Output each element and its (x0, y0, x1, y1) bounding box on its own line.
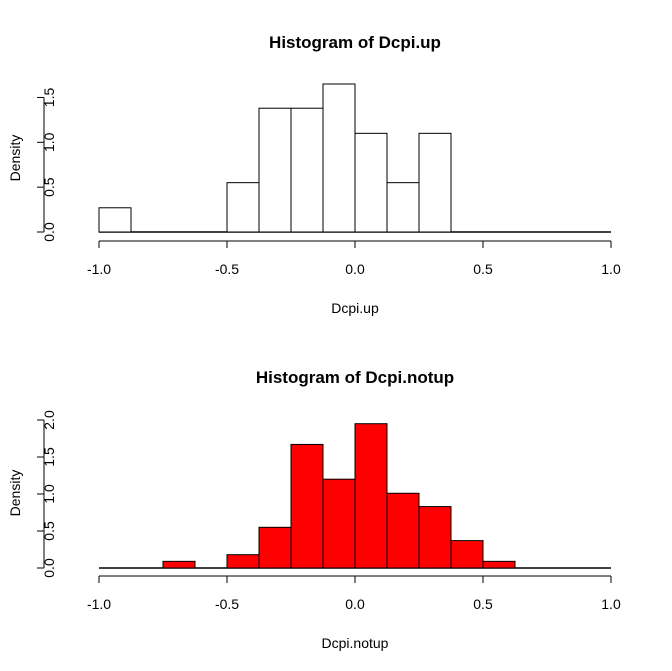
y-tick-label: 1.5 (41, 447, 57, 467)
x-tick-label: -0.5 (215, 261, 239, 277)
histogram-bar (354, 132, 388, 233)
histogram-bar (418, 132, 452, 233)
histogram-bar (290, 107, 324, 233)
histogram-bar (482, 560, 516, 569)
histogram-bar (354, 423, 388, 569)
histogram-bar (162, 560, 196, 569)
chart-title: Histogram of Dcpi.notup (256, 368, 454, 387)
histogram-bar (386, 492, 420, 569)
y-tick-label: 0.5 (41, 521, 57, 541)
histogram-bar (258, 107, 292, 233)
y-axis-label: Density (7, 470, 23, 517)
x-axis-label: Dcpi.up (331, 300, 379, 316)
x-tick-label: 1.0 (601, 261, 621, 277)
y-tick-label: 1.5 (41, 88, 57, 108)
y-tick-label: 0.0 (41, 222, 57, 242)
y-tick-label: 2.0 (41, 410, 57, 430)
histogram-bar (386, 182, 420, 233)
histogram-bar (98, 207, 132, 233)
histogram-panel-dcpi-notup: Histogram of Dcpi.notup Dcpi.notup Densi… (7, 368, 621, 651)
x-axis-label: Dcpi.notup (322, 635, 389, 651)
x-tick-label: 0.5 (473, 596, 493, 612)
x-tick-label: -1.0 (87, 261, 111, 277)
y-tick-label: 0.0 (41, 558, 57, 578)
histogram-bar (290, 443, 324, 569)
histogram-bar (418, 506, 452, 569)
y-tick-label: 1.0 (41, 484, 57, 504)
x-tick-label: 0.5 (473, 261, 493, 277)
y-tick-label: 0.5 (41, 177, 57, 197)
y-axis-label: Density (7, 135, 23, 182)
x-tick-label: -1.0 (87, 596, 111, 612)
histogram-bar (322, 83, 356, 233)
histogram-bar (450, 540, 484, 569)
chart-title: Histogram of Dcpi.up (269, 33, 441, 52)
x-tick-label: -0.5 (215, 596, 239, 612)
histogram-bar (322, 478, 356, 569)
histogram-bar (226, 182, 260, 233)
histogram-bar (226, 554, 260, 569)
histogram-bar (258, 526, 292, 569)
histogram-panel-dcpi-up: Histogram of Dcpi.up Dcpi.up Density -1.… (7, 33, 621, 316)
x-tick-label: 0.0 (345, 261, 365, 277)
x-tick-label: 1.0 (601, 596, 621, 612)
y-tick-label: 1.0 (41, 132, 57, 152)
x-tick-label: 0.0 (345, 596, 365, 612)
